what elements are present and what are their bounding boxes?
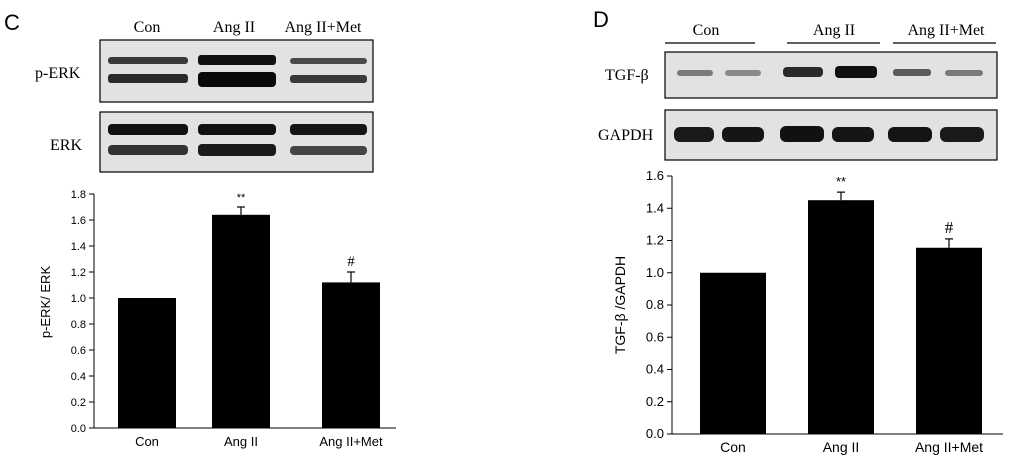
blot-row-label: ERK	[50, 137, 82, 154]
bar-chart-d: 0.0 0.2 0.4 0.6 0.8 1.0 1.2 1.4 1.6 Con ** Ang II # A…	[646, 168, 1003, 455]
y-tick-label: 0.6	[646, 329, 664, 344]
y-tick-label: 1.6	[646, 168, 664, 183]
y-tick-label: 0.4	[646, 362, 664, 377]
panel-label-d: D	[593, 7, 609, 32]
bar	[322, 282, 380, 428]
y-tick-label: 0.2	[646, 394, 664, 409]
y-tick-label: 0.2	[71, 397, 86, 409]
blot-column-label: Ang II	[813, 22, 855, 39]
blot-column-label: Con	[134, 19, 161, 36]
y-tick-label: 0.8	[646, 297, 664, 312]
y-tick-label: 1.2	[646, 233, 664, 248]
western-blot-p-erk	[99, 39, 374, 103]
y-tick-label: 1.4	[71, 241, 86, 253]
bar	[700, 272, 766, 434]
x-tick-label: Ang II+Met	[915, 439, 983, 455]
x-tick-label: Ang II+Met	[319, 434, 383, 449]
y-tick-label: 0.0	[71, 423, 86, 435]
y-tick-label: 0.4	[71, 371, 86, 383]
bar	[916, 247, 982, 434]
y-tick-label: 1.0	[646, 265, 664, 280]
x-tick-label: Con	[135, 434, 159, 449]
y-tick-label: 1.4	[646, 200, 664, 215]
blot-row-label: GAPDH	[598, 127, 654, 144]
western-blot-tgf-beta	[664, 51, 998, 99]
panel-label-c: C	[4, 10, 20, 35]
y-tick-label: 1.6	[71, 215, 86, 227]
x-tick-label: Ang II	[823, 439, 860, 455]
bar	[808, 200, 874, 434]
western-blot-gapdh	[664, 109, 998, 161]
y-tick-label: 1.0	[71, 293, 86, 305]
panel-c: C Con Ang II Ang II+Met p-ERK ERK	[4, 10, 396, 449]
x-tick-label: Con	[720, 439, 746, 455]
significance-marker: #	[347, 254, 355, 270]
blot-row-label: p-ERK	[35, 65, 81, 82]
y-axis-label: TGF-β /GAPDH	[612, 256, 628, 354]
y-tick-label: 0.0	[646, 426, 664, 441]
y-axis-label: p-ERK/ ERK	[38, 266, 53, 339]
panel-d: D Con Ang II Ang II+Met TGF-β GAPDH	[593, 7, 1003, 455]
y-tick-label: 1.8	[71, 189, 86, 201]
western-blot-erk	[99, 111, 374, 173]
blot-column-label: Ang II	[213, 19, 255, 36]
blot-column-label: Ang II+Met	[284, 19, 362, 36]
bar	[118, 298, 176, 428]
significance-marker: **	[237, 192, 246, 204]
y-tick-label: 1.2	[71, 267, 86, 279]
blot-column-label: Con	[693, 22, 720, 39]
blot-row-label: TGF-β	[605, 67, 649, 84]
blot-column-label: Ang II+Met	[907, 22, 985, 39]
bar	[212, 214, 270, 428]
y-tick-label: 0.6	[71, 345, 86, 357]
significance-marker: #	[945, 218, 954, 237]
bar-chart-c: 0.0 0.2 0.4 0.6 0.8 1.0 1.2 1.4 1.6 1.8 Con ** Ang I…	[71, 189, 396, 449]
y-tick-label: 0.8	[71, 319, 86, 331]
significance-marker: **	[836, 174, 846, 189]
x-tick-label: Ang II	[224, 434, 258, 449]
